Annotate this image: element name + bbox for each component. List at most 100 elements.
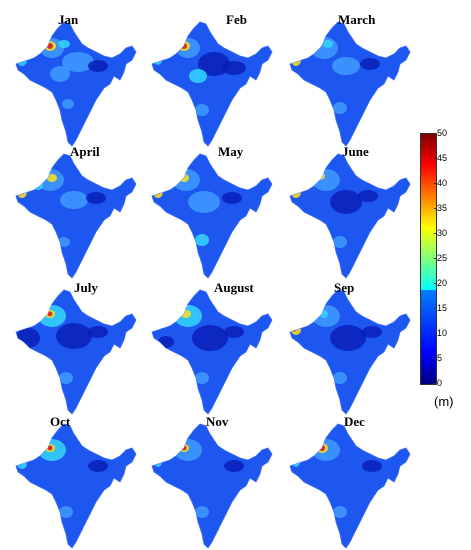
value-patch	[153, 186, 163, 198]
value-patch	[188, 191, 220, 213]
india-shape	[289, 423, 411, 549]
value-patch	[181, 310, 191, 318]
value-patch	[60, 191, 88, 209]
value-patch	[50, 66, 70, 82]
value-patch	[333, 236, 347, 248]
value-patch	[62, 52, 94, 72]
value-patch	[62, 99, 74, 109]
map-panel-july: July	[4, 272, 140, 415]
india-shape	[15, 153, 137, 279]
india-shape	[15, 423, 137, 549]
value-patch	[333, 506, 347, 518]
value-patch	[153, 187, 159, 193]
colorbar-tick: 30	[433, 228, 448, 238]
value-patch	[17, 186, 27, 198]
value-patch	[222, 61, 246, 75]
month-label-oct: Oct	[50, 414, 71, 429]
value-patch	[16, 328, 40, 348]
value-patch	[47, 445, 53, 451]
india-outline	[151, 153, 273, 279]
india-outline	[289, 153, 411, 279]
map-panel-oct: Oct	[4, 406, 140, 549]
colorbar-tick: 25	[433, 253, 448, 263]
india-shape	[289, 153, 411, 279]
india-map-oct	[15, 423, 137, 549]
value-patch	[330, 190, 362, 214]
map-panel-april: April	[4, 136, 140, 279]
india-map-feb	[151, 21, 273, 147]
india-shape	[151, 21, 273, 147]
value-patch	[17, 187, 23, 193]
colorbar-tick: 20	[433, 278, 448, 288]
india-outline	[15, 423, 137, 549]
value-patch	[291, 186, 301, 198]
value-patch	[86, 192, 106, 204]
month-label-july: July	[74, 280, 98, 295]
india-outline	[289, 423, 411, 549]
value-patch	[195, 506, 209, 518]
value-patch	[198, 52, 230, 76]
value-patch	[59, 372, 73, 384]
value-patch	[323, 40, 333, 48]
value-patch	[319, 445, 325, 451]
map-panel-august: August	[140, 272, 276, 415]
month-label-feb: Feb	[226, 12, 247, 27]
india-map-may	[151, 153, 273, 279]
month-label-may: May	[218, 144, 244, 159]
india-outline	[15, 289, 137, 415]
map-panel-jan: Jan	[4, 4, 140, 147]
map-panel-sep: Sep	[278, 272, 414, 415]
india-map-march	[289, 21, 411, 147]
value-patch	[195, 234, 209, 246]
map-panel-feb: Feb	[140, 4, 276, 147]
value-patch	[358, 190, 378, 202]
colorbar-tick: 5	[433, 353, 443, 363]
india-outline	[151, 21, 273, 147]
map-panel-march: March	[278, 4, 414, 147]
value-patch	[194, 460, 226, 484]
month-label-nov: Nov	[206, 414, 229, 429]
value-patch	[47, 311, 53, 317]
india-outline	[151, 423, 273, 549]
india-map-april	[15, 153, 137, 279]
month-label-dec: Dec	[344, 414, 365, 429]
map-panel-dec: Dec	[278, 406, 414, 549]
value-patch	[56, 323, 92, 349]
india-map-august	[151, 289, 273, 415]
value-patch	[332, 460, 364, 484]
colorbar-tick: 35	[433, 203, 448, 213]
india-shape	[15, 289, 137, 415]
value-patch	[17, 55, 23, 61]
colorbar-tick: 50	[433, 128, 448, 138]
india-outline	[289, 21, 411, 147]
value-patch	[330, 325, 366, 351]
value-patch	[154, 457, 162, 467]
value-patch	[17, 54, 27, 66]
month-label-jan: Jan	[58, 12, 79, 27]
value-patch	[192, 325, 228, 351]
value-patch	[333, 372, 347, 384]
value-patch	[88, 60, 108, 72]
india-map-june	[289, 153, 411, 279]
colorbar	[420, 133, 437, 385]
value-patch	[222, 192, 242, 204]
value-patch	[362, 460, 382, 472]
india-shape	[289, 21, 411, 147]
value-patch	[362, 326, 382, 338]
colorbar-tick: 15	[433, 303, 448, 313]
value-patch	[224, 326, 244, 338]
india-shape	[289, 289, 411, 415]
india-map-dec	[289, 423, 411, 549]
value-patch	[58, 237, 70, 247]
map-panel-june: June	[278, 136, 414, 279]
value-patch	[189, 69, 207, 83]
india-outline	[15, 153, 137, 279]
colorbar-tick: 10	[433, 328, 448, 338]
india-map-nov	[151, 423, 273, 549]
value-patch	[195, 372, 209, 384]
colorbar-tick: 0	[433, 378, 443, 388]
colorbar-tick: 40	[433, 178, 448, 188]
value-patch	[154, 55, 162, 65]
value-patch	[17, 459, 27, 469]
colorbar-tick: 45	[433, 153, 448, 163]
